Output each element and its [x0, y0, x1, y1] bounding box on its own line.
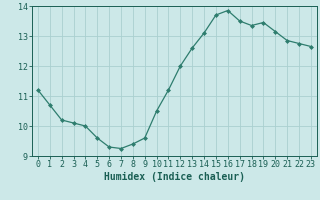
X-axis label: Humidex (Indice chaleur): Humidex (Indice chaleur): [104, 172, 245, 182]
